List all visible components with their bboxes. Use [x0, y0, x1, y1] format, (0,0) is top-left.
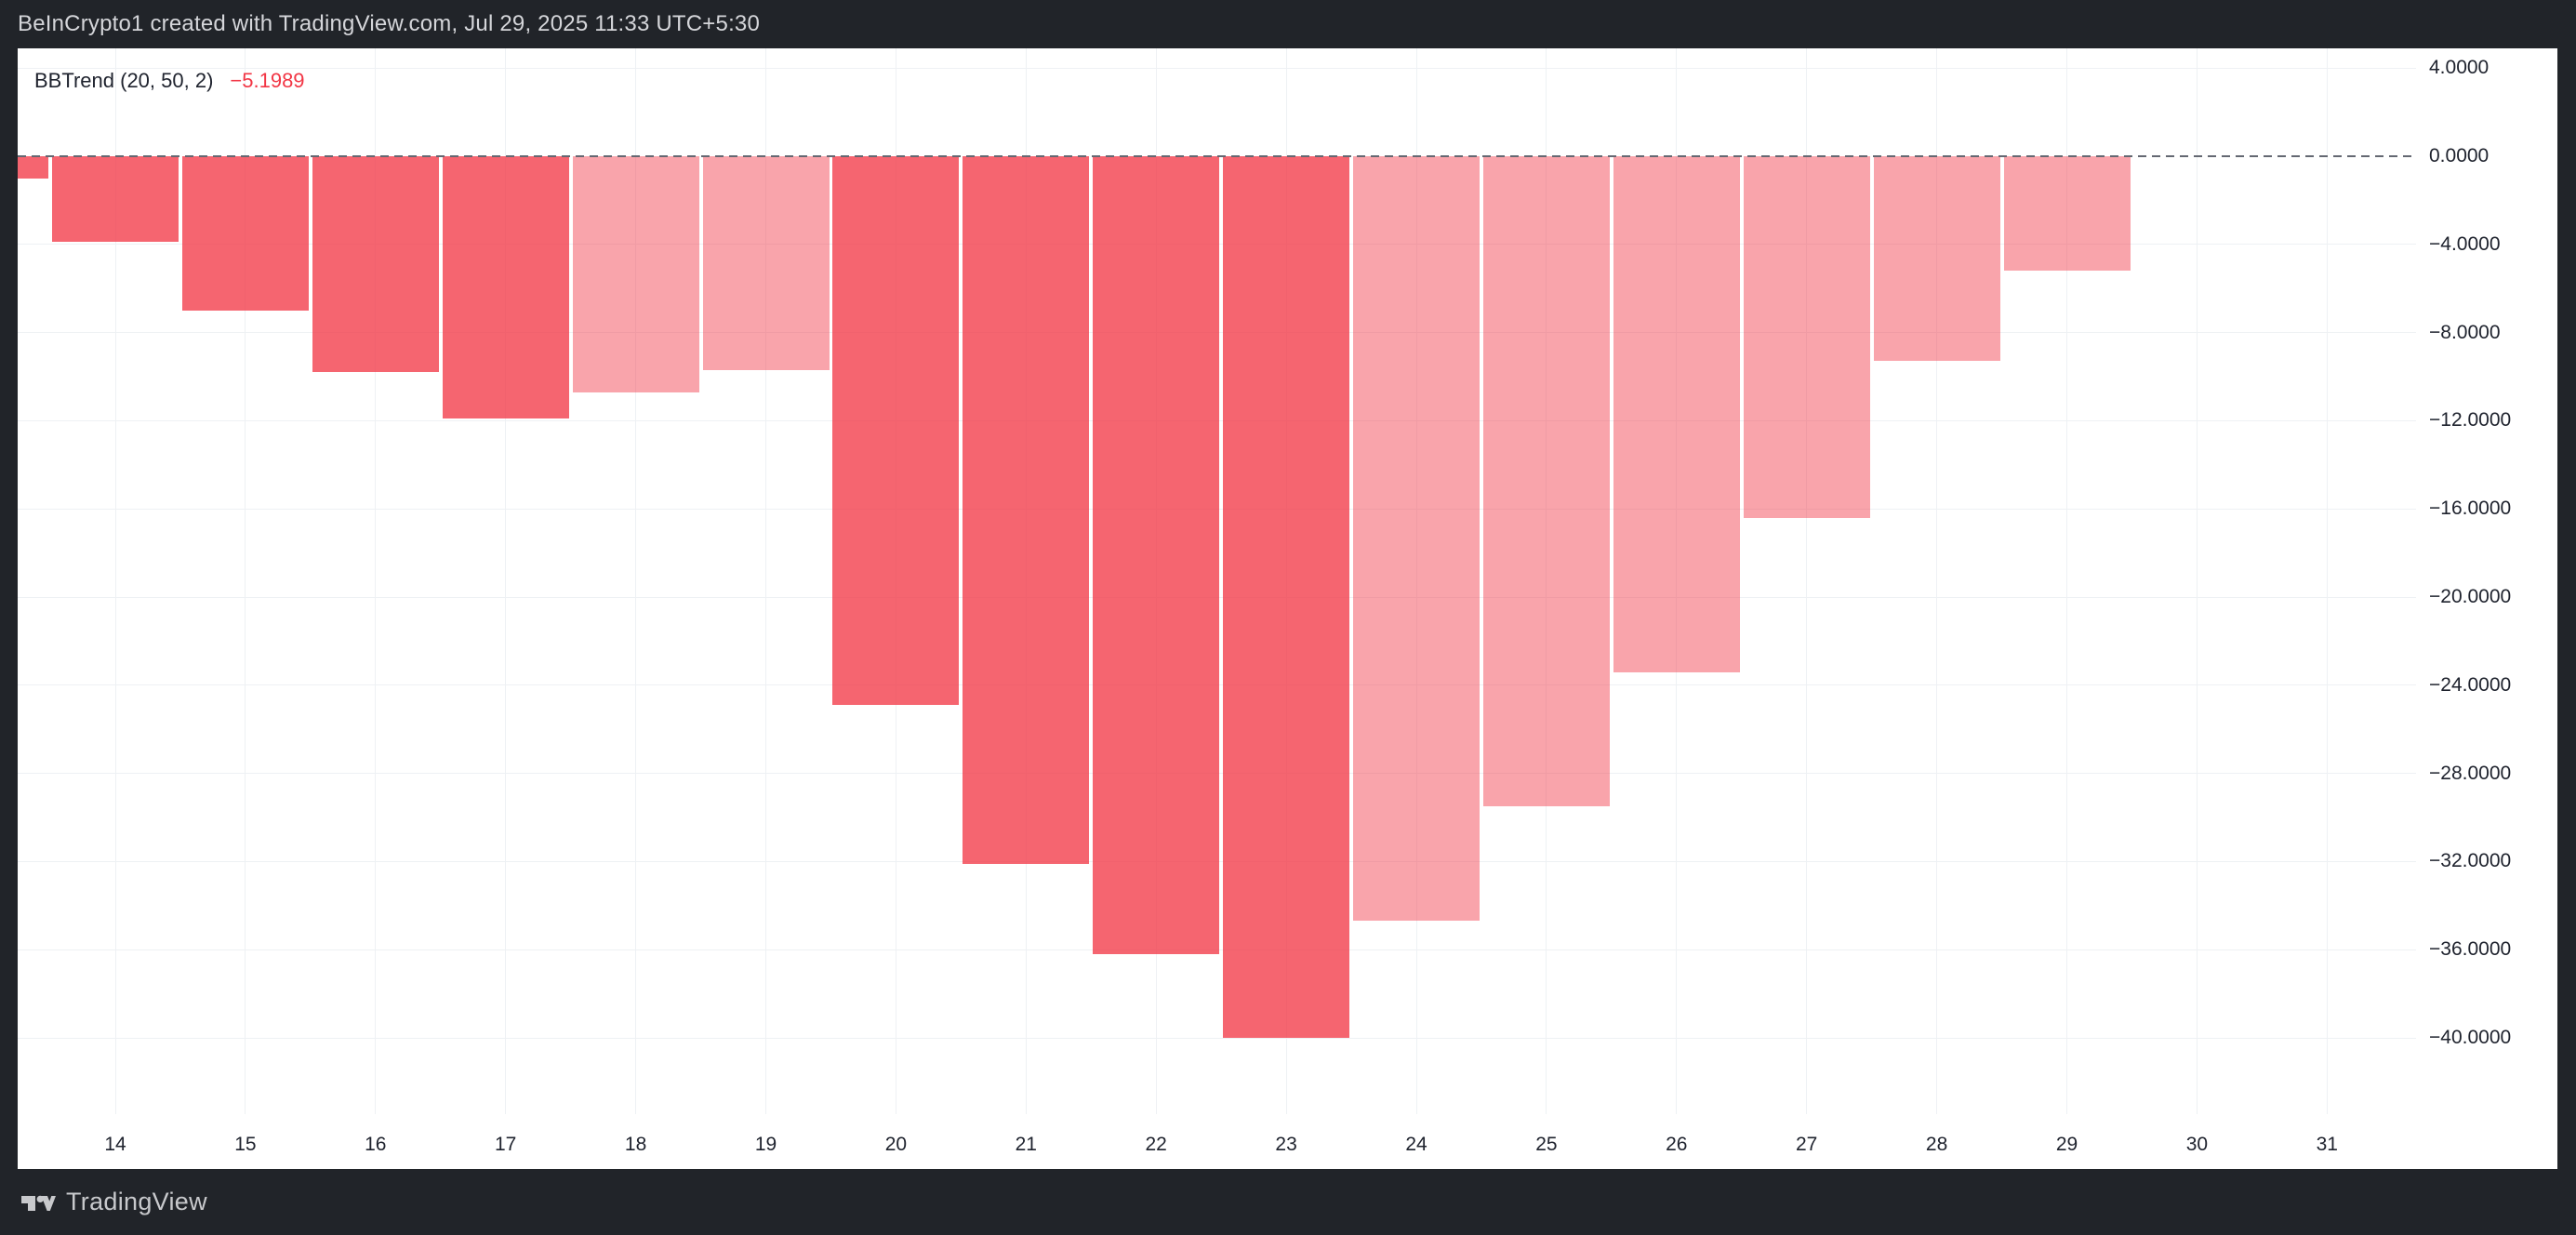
histogram-bar-day-29[interactable]	[2003, 156, 2131, 271]
time-label-23: 23	[1275, 1134, 1297, 1155]
time-label-31: 31	[2316, 1134, 2338, 1155]
time-label-25: 25	[1535, 1134, 1558, 1155]
price-label--16: −16.0000	[2429, 498, 2512, 520]
price-label--32: −32.0000	[2429, 850, 2512, 872]
time-label-21: 21	[1015, 1134, 1037, 1155]
histogram-bar-day-24[interactable]	[1353, 156, 1480, 921]
indicator-value: −5.1989	[230, 69, 305, 92]
gridline-day-28	[1936, 48, 1938, 1114]
snapshot-title: BeInCrypto1 created with TradingView.com…	[18, 11, 761, 36]
snapshot-footer: TradingView	[0, 1169, 2576, 1235]
histogram-bar-day-21[interactable]	[963, 156, 1090, 864]
price-label--20: −20.0000	[2429, 586, 2512, 607]
gridline-day-26	[1676, 48, 1678, 1114]
histogram-bar-day-14[interactable]	[52, 156, 179, 242]
price-axis[interactable]: 4.0000 0.0000 −4.0000 −8.0000 −12.0000 −16.00…	[2411, 48, 2557, 1169]
histogram-bar-day-17[interactable]	[442, 156, 569, 418]
time-label-28: 28	[1925, 1134, 1948, 1155]
gridline-day-30	[2196, 48, 2198, 1114]
histogram-bar-day-23[interactable]	[1223, 156, 1350, 1038]
gridline-day-29	[2066, 48, 2067, 1114]
gridline-day-15	[245, 48, 246, 1114]
price-label--40: −40.0000	[2429, 1027, 2512, 1048]
gridline-day-27	[1806, 48, 1808, 1114]
price-label-4: 4.0000	[2429, 57, 2490, 79]
gridline-day-31	[2326, 48, 2328, 1114]
time-axis[interactable]: 14 15 16 17 18 19 20 21 22 23 24 25 26 27 28 29 30 31	[18, 1114, 2416, 1169]
histogram-bar-day-15[interactable]	[181, 156, 309, 311]
time-label-14: 14	[104, 1134, 126, 1155]
gridline-day-18	[635, 48, 637, 1114]
histogram-bar-day-19[interactable]	[702, 156, 830, 370]
indicator-name: BBTrend (20, 50, 2)	[34, 69, 214, 92]
gridline-day-19	[765, 48, 766, 1114]
time-label-15: 15	[234, 1134, 257, 1155]
zero-baseline	[18, 155, 2416, 157]
time-label-20: 20	[884, 1134, 908, 1155]
histogram-bar-day-16[interactable]	[312, 156, 439, 372]
price-label--8: −8.0000	[2429, 321, 2501, 343]
gridline-value-4	[18, 67, 2416, 69]
tradingview-brand-text: TradingView	[66, 1188, 207, 1215]
indicator-legend[interactable]: BBTrend (20, 50, 2) −5.1989	[34, 69, 305, 93]
price-label--4: −4.0000	[2429, 232, 2501, 255]
price-label--36: −36.0000	[2429, 938, 2512, 961]
histogram-bar-day-18[interactable]	[572, 156, 699, 392]
time-label-30: 30	[2185, 1134, 2209, 1155]
time-label-22: 22	[1145, 1134, 1167, 1155]
gridline-day-16	[375, 48, 377, 1114]
time-label-18: 18	[624, 1134, 647, 1155]
time-label-27: 27	[1796, 1134, 1818, 1155]
price-label--28: −28.0000	[2429, 762, 2512, 784]
price-label--24: −24.0000	[2429, 673, 2512, 696]
time-label-24: 24	[1405, 1134, 1427, 1155]
time-label-17: 17	[495, 1134, 517, 1155]
time-label-29: 29	[2055, 1134, 2078, 1155]
snapshot-header: BeInCrypto1 created with TradingView.com…	[0, 0, 2576, 48]
time-label-16: 16	[365, 1134, 387, 1155]
price-label-0: 0.0000	[2429, 145, 2490, 166]
time-label-26: 26	[1666, 1134, 1688, 1155]
gridline-day-14	[114, 48, 116, 1114]
price-label--12: −12.0000	[2429, 409, 2512, 432]
histogram-bar-day-13[interactable]	[18, 156, 49, 179]
histogram-bar-day-20[interactable]	[832, 156, 960, 705]
gridline-day-25	[1546, 48, 1547, 1114]
histogram-bar-day-27[interactable]	[1743, 156, 1870, 518]
tradingview-logo-icon	[21, 1192, 56, 1213]
gridline-value--40	[18, 1037, 2416, 1039]
plot-area[interactable]	[18, 48, 2416, 1114]
chart-area: BBTrend (20, 50, 2) −5.1989 4.0000 0.0000…	[18, 48, 2557, 1169]
histogram-bar-day-25[interactable]	[1482, 156, 1610, 806]
histogram-bar-day-22[interactable]	[1093, 156, 1220, 954]
gridline-day-17	[505, 48, 507, 1114]
time-label-19: 19	[754, 1134, 777, 1155]
histogram-bar-day-28[interactable]	[1873, 156, 2000, 361]
histogram-bar-day-26[interactable]	[1613, 156, 1740, 672]
gridline-day-24	[1415, 48, 1417, 1114]
